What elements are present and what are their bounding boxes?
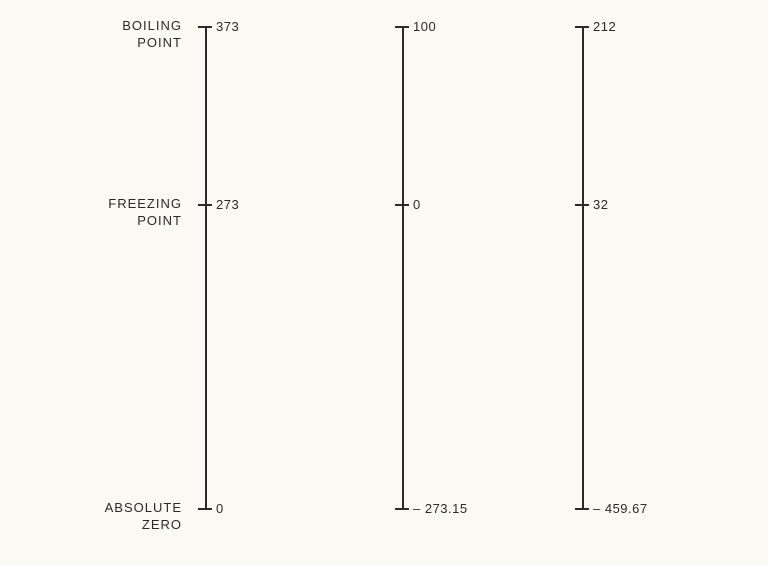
tick-label-fahrenheit-freezing: 32	[593, 197, 608, 212]
tick-label-celsius-abszero: – 273.15	[413, 501, 468, 516]
tick-label-celsius-freezing: 0	[413, 197, 421, 212]
scale-line-fahrenheit	[582, 26, 584, 508]
tick-celsius-abszero	[395, 508, 409, 510]
ref-label-boiling: BOILING POINT	[122, 18, 182, 52]
tick-celsius-freezing	[395, 204, 409, 206]
tick-label-kelvin-freezing: 273	[216, 197, 239, 212]
tick-label-kelvin-abszero: 0	[216, 501, 224, 516]
tick-fahrenheit-abszero	[575, 508, 589, 510]
tick-kelvin-abszero	[198, 508, 212, 510]
ref-label-abszero: ABSOLUTE ZERO	[105, 500, 182, 534]
tick-kelvin-freezing	[198, 204, 212, 206]
tick-label-fahrenheit-abszero: – 459.67	[593, 501, 648, 516]
tick-celsius-boiling	[395, 26, 409, 28]
ref-label-freezing: FREEZING POINT	[108, 196, 182, 230]
scale-line-kelvin	[205, 26, 207, 508]
tick-label-kelvin-boiling: 373	[216, 19, 239, 34]
tick-kelvin-boiling	[198, 26, 212, 28]
tick-fahrenheit-freezing	[575, 204, 589, 206]
tick-label-fahrenheit-boiling: 212	[593, 19, 616, 34]
tick-fahrenheit-boiling	[575, 26, 589, 28]
tick-label-celsius-boiling: 100	[413, 19, 436, 34]
scale-line-celsius	[402, 26, 404, 508]
